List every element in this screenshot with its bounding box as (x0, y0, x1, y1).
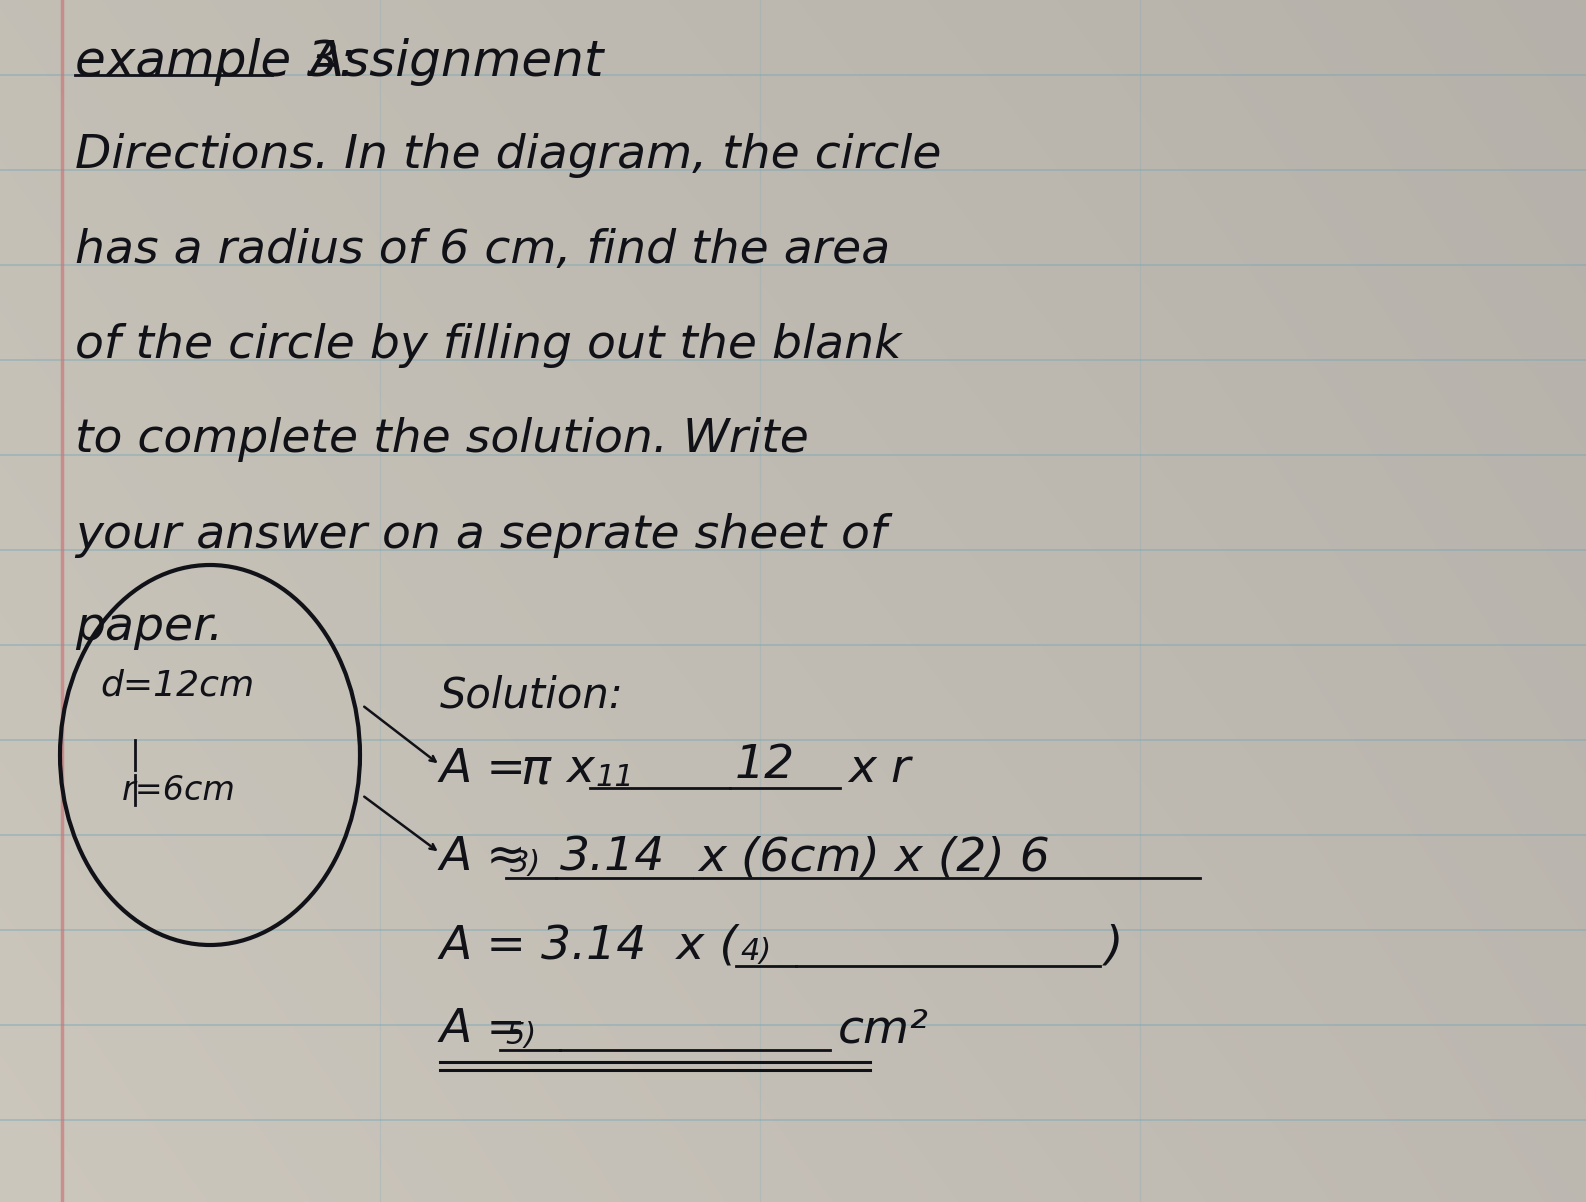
Text: of the circle by filling out the blank: of the circle by filling out the blank (75, 322, 901, 368)
Text: Solution:: Solution: (439, 674, 623, 716)
Text: A ≈: A ≈ (439, 835, 527, 881)
Text: π: π (520, 746, 550, 795)
Text: x r: x r (849, 748, 910, 792)
Text: example 3:: example 3: (75, 38, 371, 87)
Text: Assignment: Assignment (309, 38, 604, 87)
Text: 12: 12 (734, 743, 795, 787)
Text: d=12cm: d=12cm (100, 668, 254, 702)
Text: ): ) (1105, 923, 1123, 969)
Text: 3): 3) (511, 850, 541, 879)
Text: x: x (552, 748, 595, 792)
Text: 11: 11 (596, 763, 634, 792)
Text: 4): 4) (741, 938, 771, 966)
Text: A =: A = (439, 1007, 527, 1053)
Text: A = 3.14  x (: A = 3.14 x ( (439, 923, 739, 969)
Text: x (6cm) x (2) 6: x (6cm) x (2) 6 (698, 835, 1050, 881)
Text: 3.14: 3.14 (560, 835, 666, 881)
Text: has a radius of 6 cm, find the area: has a radius of 6 cm, find the area (75, 227, 890, 273)
Text: cm²: cm² (837, 1007, 929, 1053)
Text: paper.: paper. (75, 606, 224, 650)
Text: r=6cm: r=6cm (122, 774, 236, 807)
Text: A =: A = (439, 748, 542, 792)
Text: 5): 5) (504, 1022, 536, 1051)
Text: your answer on a seprate sheet of: your answer on a seprate sheet of (75, 512, 887, 558)
Text: to complete the solution. Write: to complete the solution. Write (75, 417, 809, 463)
Text: Directions. In the diagram, the circle: Directions. In the diagram, the circle (75, 132, 942, 178)
